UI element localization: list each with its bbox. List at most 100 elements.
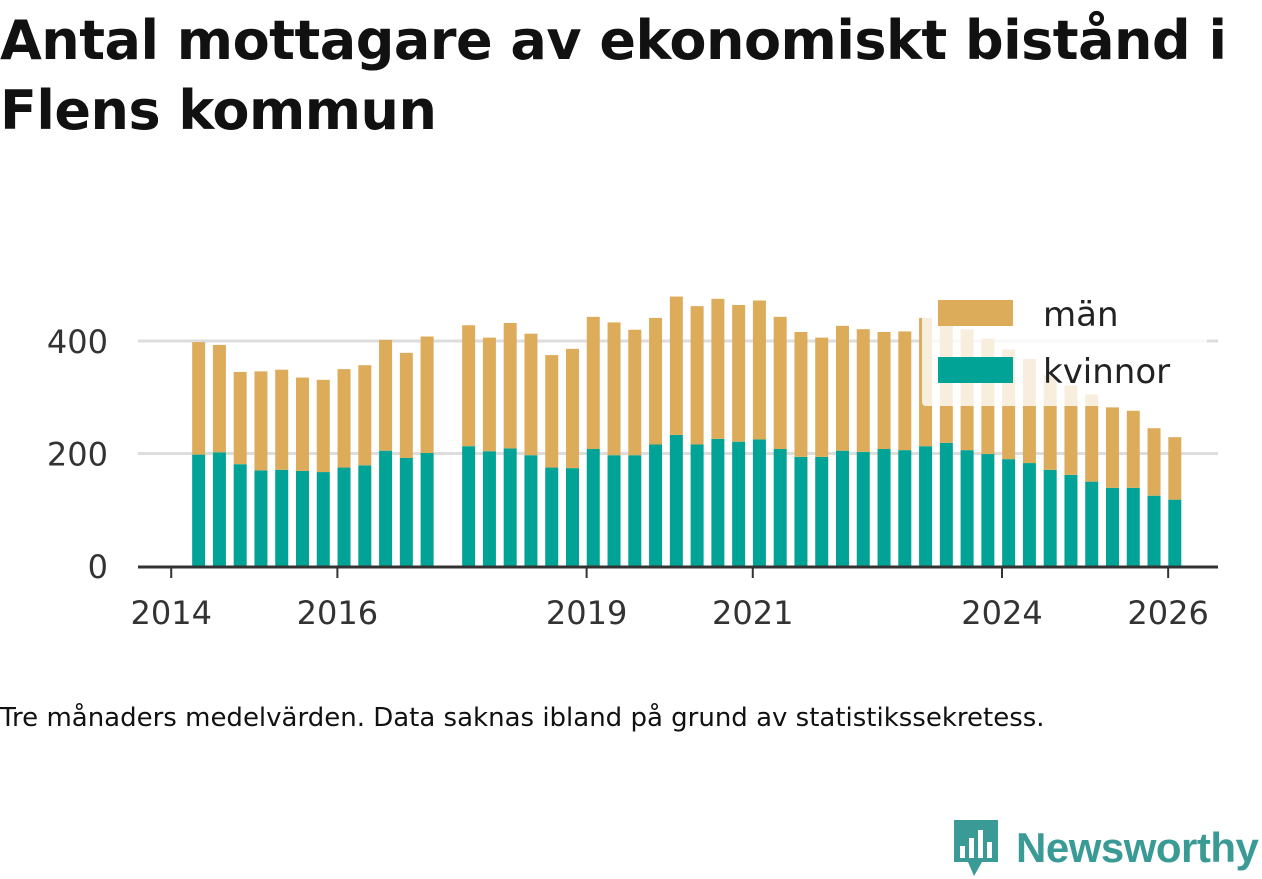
bar-kvinnor[interactable]	[1147, 495, 1161, 566]
bar-kvinnor[interactable]	[690, 444, 704, 567]
bar-group[interactable]	[752, 300, 766, 567]
bar-kvinnor[interactable]	[482, 451, 496, 566]
bar-man[interactable]	[690, 306, 704, 445]
bar-man[interactable]	[1147, 428, 1161, 496]
bar-kvinnor[interactable]	[711, 438, 725, 566]
bar-man[interactable]	[275, 369, 289, 470]
bar-group[interactable]	[898, 331, 912, 566]
bar-kvinnor[interactable]	[628, 455, 642, 566]
bar-kvinnor[interactable]	[773, 449, 787, 566]
bar-group[interactable]	[295, 377, 309, 566]
bar-man[interactable]	[524, 333, 538, 456]
bar-kvinnor[interactable]	[856, 451, 870, 566]
bar-man[interactable]	[565, 348, 579, 469]
bar-kvinnor[interactable]	[732, 441, 746, 566]
bar-man[interactable]	[337, 369, 351, 468]
bar-group[interactable]	[337, 369, 351, 566]
bar-group[interactable]	[1064, 385, 1078, 566]
bar-group[interactable]	[316, 379, 330, 566]
bar-kvinnor[interactable]	[254, 470, 268, 566]
bar-group[interactable]	[192, 342, 206, 566]
bar-kvinnor[interactable]	[898, 450, 912, 566]
bar-man[interactable]	[732, 305, 746, 442]
bar-kvinnor[interactable]	[1168, 499, 1182, 566]
bar-kvinnor[interactable]	[1064, 474, 1078, 566]
bar-group[interactable]	[815, 337, 829, 566]
bar-kvinnor[interactable]	[192, 454, 206, 566]
bar-kvinnor[interactable]	[919, 446, 933, 566]
bar-kvinnor[interactable]	[212, 452, 226, 566]
bar-kvinnor[interactable]	[275, 469, 289, 566]
bar-group[interactable]	[524, 333, 538, 566]
bar-group[interactable]	[565, 348, 579, 566]
bar-group[interactable]	[545, 355, 559, 566]
bar-man[interactable]	[856, 329, 870, 452]
bar-kvinnor[interactable]	[1085, 481, 1099, 566]
bar-group[interactable]	[462, 325, 476, 566]
bar-group[interactable]	[399, 352, 413, 566]
bar-group[interactable]	[1085, 394, 1099, 566]
bar-man[interactable]	[794, 332, 808, 457]
bar-group[interactable]	[275, 369, 289, 566]
bar-kvinnor[interactable]	[607, 455, 621, 566]
bar-kvinnor[interactable]	[752, 439, 766, 566]
bar-kvinnor[interactable]	[337, 467, 351, 566]
bar-man[interactable]	[1064, 385, 1078, 475]
bar-group[interactable]	[773, 316, 787, 566]
bar-group[interactable]	[794, 332, 808, 566]
bar-kvinnor[interactable]	[1105, 487, 1119, 566]
bar-kvinnor[interactable]	[399, 458, 413, 566]
bar-man[interactable]	[316, 379, 330, 473]
bar-man[interactable]	[462, 325, 476, 447]
bar-group[interactable]	[669, 296, 683, 566]
bar-man[interactable]	[192, 342, 206, 455]
bar-man[interactable]	[711, 298, 725, 439]
bar-group[interactable]	[212, 344, 226, 566]
bar-man[interactable]	[1105, 407, 1119, 488]
bar-man[interactable]	[420, 336, 434, 453]
bar-man[interactable]	[379, 339, 393, 451]
bar-man[interactable]	[503, 323, 517, 449]
bar-kvinnor[interactable]	[565, 468, 579, 566]
bar-man[interactable]	[1085, 394, 1099, 482]
bar-group[interactable]	[877, 332, 891, 566]
bar-kvinnor[interactable]	[960, 450, 974, 566]
bar-man[interactable]	[773, 316, 787, 449]
bar-man[interactable]	[628, 329, 642, 456]
bar-man[interactable]	[669, 296, 683, 435]
bar-kvinnor[interactable]	[524, 455, 538, 566]
bar-kvinnor[interactable]	[1043, 469, 1057, 566]
bar-group[interactable]	[379, 339, 393, 566]
bar-man[interactable]	[1168, 437, 1182, 500]
bar-group[interactable]	[835, 325, 849, 566]
bar-man[interactable]	[898, 331, 912, 451]
bar-group[interactable]	[1105, 407, 1119, 566]
bar-group[interactable]	[690, 306, 704, 567]
bar-kvinnor[interactable]	[835, 450, 849, 566]
bar-man[interactable]	[482, 337, 496, 452]
bar-man[interactable]	[752, 300, 766, 440]
bar-group[interactable]	[1147, 428, 1161, 566]
bar-group[interactable]	[1126, 410, 1140, 566]
bar-kvinnor[interactable]	[1002, 459, 1016, 566]
bar-kvinnor[interactable]	[462, 446, 476, 566]
bar-man[interactable]	[212, 344, 226, 453]
bar-group[interactable]	[732, 305, 746, 566]
bar-man[interactable]	[649, 317, 663, 445]
bar-kvinnor[interactable]	[503, 448, 517, 566]
bar-man[interactable]	[358, 365, 372, 466]
bar-kvinnor[interactable]	[316, 472, 330, 566]
newsworthy-logo[interactable]: Newsworthy	[952, 818, 1259, 878]
bar-group[interactable]	[586, 316, 600, 566]
bar-group[interactable]	[628, 329, 642, 566]
bar-man[interactable]	[254, 371, 268, 471]
bar-group[interactable]	[254, 371, 268, 566]
bar-kvinnor[interactable]	[939, 442, 953, 566]
bar-kvinnor[interactable]	[649, 444, 663, 567]
bar-kvinnor[interactable]	[586, 449, 600, 566]
bar-group[interactable]	[711, 298, 725, 566]
bar-man[interactable]	[1126, 410, 1140, 488]
bar-man[interactable]	[835, 325, 849, 451]
bar-group[interactable]	[420, 336, 434, 567]
bar-kvinnor[interactable]	[233, 464, 247, 566]
